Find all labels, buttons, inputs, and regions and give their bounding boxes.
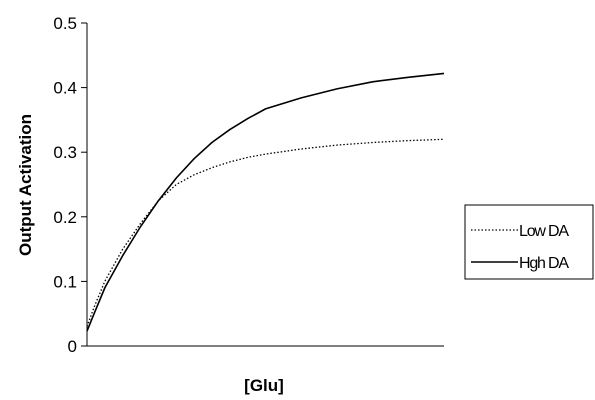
series-group [86, 72, 445, 332]
plot-background [87, 23, 444, 346]
legend-box [464, 204, 594, 280]
y-axis-title: Output Activation [16, 114, 35, 256]
legend-label: Hgh DA [519, 255, 569, 272]
y-tick-label: 0.1 [53, 272, 77, 291]
y-tick-label: 0 [68, 337, 77, 356]
series-line-hgh-da [86, 72, 445, 332]
plot-area [87, 23, 444, 346]
y-tick-label: 0.3 [53, 143, 77, 162]
y-tick-label: 0.2 [53, 208, 77, 227]
y-axis: 0 0.1 0.2 0.3 0.4 0.5 [53, 14, 88, 356]
x-axis-title: [Glu] [244, 376, 284, 395]
y-tick-label: 0.4 [53, 79, 77, 98]
legend: Low DA Hgh DA [464, 204, 594, 280]
y-tick-label: 0.5 [53, 14, 77, 33]
legend-label: Low DA [519, 223, 569, 240]
